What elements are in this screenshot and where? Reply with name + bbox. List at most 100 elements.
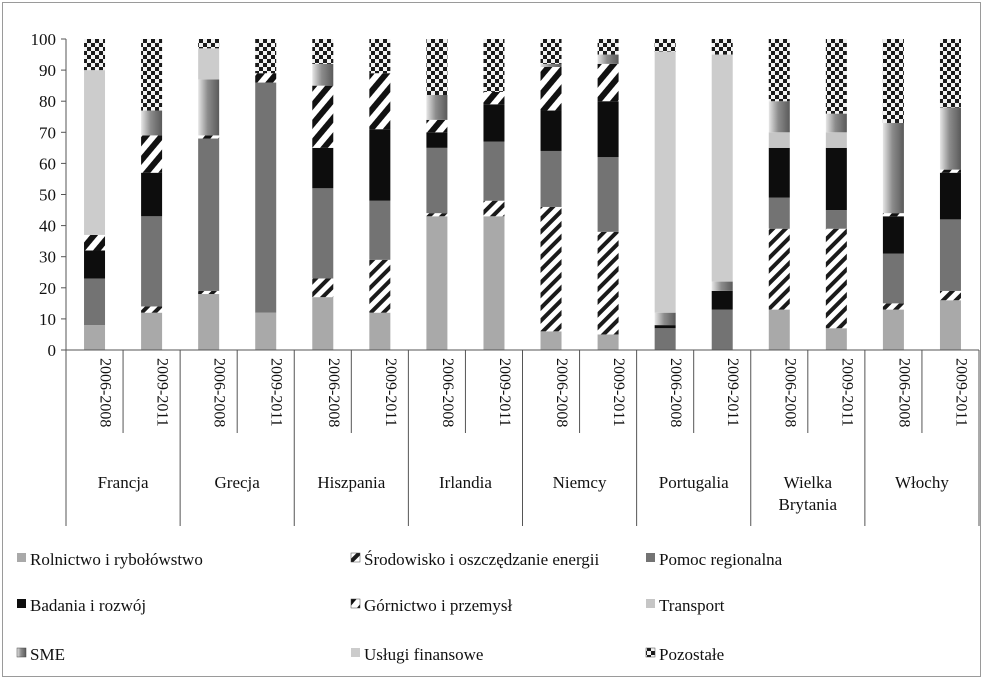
period-label: 2006-2008: [439, 358, 456, 427]
bar-segment-pozostale: [939, 39, 961, 108]
legend-label-gornictwo-i-przemysl: Górnictwo i przemysł: [364, 596, 513, 615]
legend-label-transport: Transport: [659, 596, 725, 615]
bar-segment-pomoc-regionalna: [483, 141, 505, 201]
y-tick-label: 90: [39, 61, 56, 80]
country-label: Hiszpania: [317, 473, 385, 492]
bar-segment-rolnictwo-i-rybolowstwo: [255, 312, 277, 350]
bar-segment-pozostale: [312, 39, 334, 64]
bar-segment-rolnictwo-i-rybolowstwo: [768, 309, 790, 350]
period-label: 2009-2011: [496, 358, 513, 427]
bar-segment-gornictwo-i-przemysl: [483, 91, 505, 105]
bar-segment-transport: [825, 132, 847, 148]
bar-segment-rolnictwo-i-rybolowstwo: [312, 297, 334, 350]
bar-segment-rolnictwo-i-rybolowstwo: [939, 300, 961, 350]
y-tick-label: 10: [39, 310, 56, 329]
country-label: Portugalia: [659, 473, 729, 492]
legend-label-badania-i-rozwoj: Badania i rozwój: [30, 596, 146, 615]
bar-segment-gornictwo-i-przemysl: [882, 213, 904, 217]
bar-segment-pozostale: [198, 39, 220, 49]
y-tick-label: 60: [39, 154, 56, 173]
bar-segment-pozostale: [369, 39, 391, 74]
bar-segment-sme: [426, 94, 448, 120]
legend-swatch-srodowisko-i-oszczedzanie-energii: [350, 552, 361, 563]
country-label: Brytania: [779, 495, 838, 514]
bar-segment-pozostale: [711, 39, 733, 55]
y-tick-label: 20: [39, 279, 56, 298]
bar-segment-rolnictwo-i-rybolowstwo: [825, 328, 847, 350]
bar-segment-rolnictwo-i-rybolowstwo: [597, 334, 619, 350]
period-label: 2009-2011: [610, 358, 627, 427]
bar-segment-badania-i-rozwoj: [540, 110, 562, 151]
bar-segment-pozostale: [882, 39, 904, 123]
country-label: Włochy: [895, 473, 949, 492]
bar-segment-rolnictwo-i-rybolowstwo: [882, 309, 904, 350]
bar-segment-srodowisko-i-oszczedzanie-energii: [597, 231, 619, 335]
bar-segment-badania-i-rozwoj: [654, 325, 676, 329]
legend-label-rolnictwo-i-rybolowstwo: Rolnictwo i rybołówstwo: [30, 550, 203, 569]
period-label: 2009-2011: [838, 358, 855, 427]
period-label: 2009-2011: [952, 358, 969, 427]
bar-segment-pozostale: [84, 39, 106, 71]
country-label: Wielka: [784, 473, 833, 492]
bar-segment-pomoc-regionalna: [597, 157, 619, 232]
bar-segment-badania-i-rozwoj: [141, 172, 163, 217]
bar-segment-rolnictwo-i-rybolowstwo: [84, 325, 106, 350]
period-label: 2006-2008: [211, 358, 228, 427]
country-label: Irlandia: [439, 473, 492, 492]
bar-segment-rolnictwo-i-rybolowstwo: [198, 294, 220, 350]
bar-segment-transport: [768, 132, 790, 148]
bar-segment-pozostale: [141, 39, 163, 111]
country-label: Francja: [98, 473, 149, 492]
bar-segment-rolnictwo-i-rybolowstwo: [483, 216, 505, 350]
bar-segment-badania-i-rozwoj: [939, 172, 961, 220]
y-tick-label: 80: [39, 92, 56, 111]
period-label: 2009-2011: [382, 358, 399, 427]
bar-segment-pomoc-regionalna: [198, 138, 220, 291]
bar-segment-pozostale: [768, 39, 790, 102]
bar-segment-srodowisko-i-oszczedzanie-energii: [540, 206, 562, 332]
legend: Rolnictwo i rybołówstwo Środowisko i oszc…: [16, 550, 783, 664]
legend-label-srodowisko-i-oszczedzanie-energii: Środowisko i oszczędzanie energii: [364, 550, 600, 569]
bar-segment-pomoc-regionalna: [255, 82, 277, 313]
bar-segment-sme: [312, 63, 334, 86]
bar-segment-pozostale: [255, 39, 277, 74]
period-label: 2009-2011: [724, 358, 741, 427]
legend-swatch-gornictwo-i-przemysl: [350, 598, 361, 609]
bar-segment-sme: [198, 79, 220, 136]
period-label: 2006-2008: [895, 358, 912, 427]
bar-segment-srodowisko-i-oszczedzanie-energii: [198, 290, 220, 295]
bar-segment-uslugi-finansowe: [654, 51, 676, 313]
bar-segment-uslugi-finansowe: [84, 70, 106, 235]
bar-segment-sme: [768, 101, 790, 133]
bar-segment-gornictwo-i-przemysl: [426, 119, 448, 133]
legend-swatch-pomoc-regionalna: [646, 553, 655, 562]
bar-segment-rolnictwo-i-rybolowstwo: [141, 312, 163, 350]
bar-segment-pozostale: [426, 39, 448, 95]
bar-segment-badania-i-rozwoj: [312, 147, 334, 189]
bar-segment-gornictwo-i-przemysl: [84, 234, 106, 251]
legend-swatch-rolnictwo-i-rybolowstwo: [17, 553, 26, 562]
y-axis: 0 10 20 30 40 50 60 70 80 90 100: [31, 30, 67, 360]
bar-segment-pozostale: [540, 39, 562, 64]
bar-segment-badania-i-rozwoj: [825, 147, 847, 211]
period-label: 2006-2008: [667, 358, 684, 427]
legend-label-sme: SME: [30, 645, 65, 664]
bar-segment-badania-i-rozwoj: [882, 216, 904, 254]
bar-segment-srodowisko-i-oszczedzanie-energii: [825, 228, 847, 329]
bars: [84, 39, 961, 350]
bar-segment-sme: [540, 63, 562, 67]
bar-segment-badania-i-rozwoj: [84, 250, 106, 279]
period-label: 2006-2008: [97, 358, 114, 427]
bar-segment-sme: [711, 281, 733, 291]
bar-segment-sme: [939, 107, 961, 170]
bar-segment-pozostale: [597, 39, 619, 55]
bar-segment-uslugi-finansowe: [198, 48, 220, 80]
legend-swatch-transport: [646, 599, 655, 608]
legend-label-pozostale: Pozostałe: [659, 645, 724, 664]
bar-segment-pomoc-regionalna: [369, 200, 391, 260]
y-tick-label: 100: [31, 30, 57, 49]
period-label: 2006-2008: [325, 358, 342, 427]
legend-swatch-badania-i-rozwoj: [17, 599, 26, 608]
bar-segment-gornictwo-i-przemysl: [198, 135, 220, 139]
